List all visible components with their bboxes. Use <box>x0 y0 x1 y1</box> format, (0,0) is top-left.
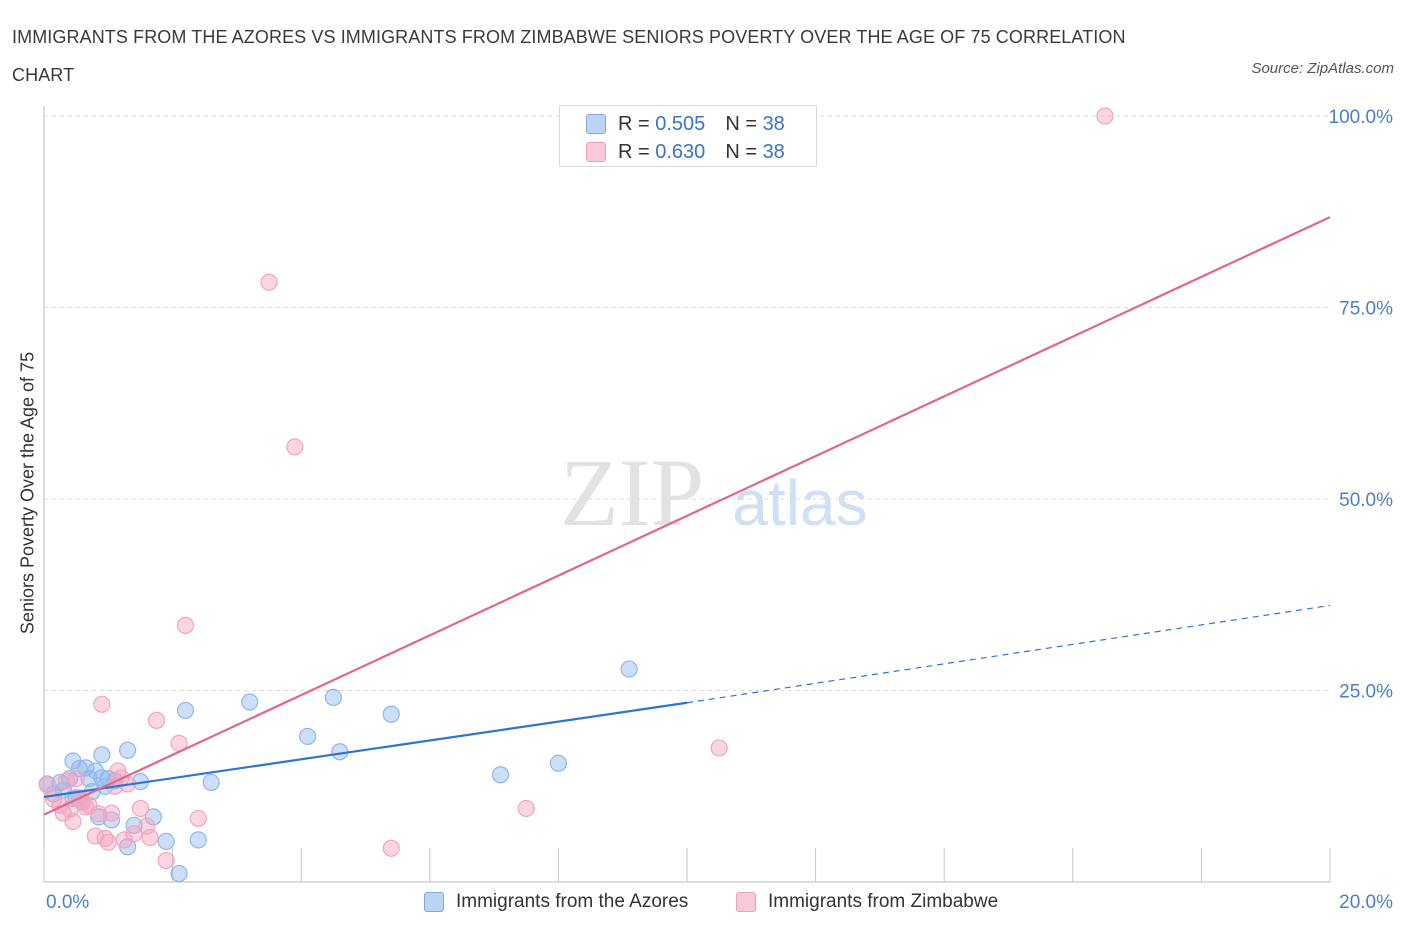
tick-labels: 25.0% 50.0% 75.0% 100.0% 0.0% 20.0% <box>46 107 1393 913</box>
azores-point-21 <box>118 741 137 759</box>
azores-point-32 <box>324 688 342 706</box>
y-tick-label-2: 75.0% <box>1339 299 1393 320</box>
zimbabwe-point-32 <box>517 799 535 818</box>
source-credit: Source: ZipAtlas.com <box>1251 60 1394 77</box>
azores-point-37 <box>620 660 638 678</box>
n-value-zimbabwe: 38 <box>762 140 785 163</box>
bottom-legend-label-zimbabwe: Immigrants from Zimbabwe <box>768 891 999 912</box>
r-value-zimbabwe: 0.630 <box>655 140 706 163</box>
azores-point-36 <box>549 754 568 772</box>
azores-point-28 <box>189 831 207 849</box>
y-tick-label-3: 100.0% <box>1329 107 1394 128</box>
zimbabwe-point-0 <box>38 776 56 794</box>
zimbabwe-point-6 <box>64 812 82 831</box>
r-label: R = <box>618 112 656 135</box>
y-axis-label: Seniors Poverty Over the Age of 75 <box>17 351 38 635</box>
zimbabwe-point-31 <box>382 839 400 857</box>
azores-point-13 <box>86 762 105 780</box>
x-tick-label-1: 20.0% <box>1339 892 1393 913</box>
azores-trend-extension <box>686 604 1331 704</box>
stats-legend-row-azores: R = 0.505 N = 38 <box>586 111 785 137</box>
zimbabwe-point-27 <box>176 616 195 634</box>
axes <box>43 106 1331 883</box>
stats-legend-row-zimbabwe: R = 0.630 N = 38 <box>586 139 785 165</box>
zimbabwe-point-20 <box>125 825 143 843</box>
azores-point-30 <box>241 693 259 711</box>
zimbabwe-point-13 <box>93 695 111 713</box>
chart-title: IMMIGRANTS FROM THE AZORES VS IMMIGRANTS… <box>12 27 1126 85</box>
r-value-azores: 0.505 <box>655 112 706 135</box>
azores-point-35 <box>491 766 510 784</box>
zimbabwe-point-12 <box>90 805 108 823</box>
zimbabwe-point-29 <box>286 438 304 456</box>
zimbabwe-point-23 <box>141 828 159 847</box>
x-tick-label-0: 0.0% <box>46 892 89 913</box>
legend-swatch-zimbabwe <box>586 142 606 162</box>
zimbabwe-point-28 <box>189 809 207 828</box>
zimbabwe-point-33 <box>710 739 728 757</box>
azores-point-34 <box>382 705 400 723</box>
trend-lines <box>43 216 1331 816</box>
watermark-zip: ZIP <box>560 439 704 546</box>
azores-point-27 <box>176 701 195 720</box>
zimbabwe-point-24 <box>147 711 166 729</box>
azores-point-25 <box>157 832 175 851</box>
n-label: N = <box>725 112 763 135</box>
zimbabwe-point-25 <box>157 851 175 870</box>
zimbabwe-point-15 <box>99 833 117 851</box>
n-label: N = <box>725 140 763 163</box>
y-tick-label-1: 50.0% <box>1339 490 1393 511</box>
azores-point-31 <box>299 727 317 746</box>
r-label: R = <box>618 140 656 163</box>
azores-point-10 <box>77 759 95 777</box>
zimbabwe-point-21 <box>131 799 150 818</box>
zimbabwe-trend-line <box>43 216 1331 816</box>
watermark-atlas: atlas <box>732 467 867 539</box>
legend-swatch-azores <box>586 114 606 134</box>
bottom-legend-zimbabwe[interactable]: Immigrants from Zimbabwe <box>736 888 998 916</box>
grid-lines <box>44 115 1330 691</box>
azores-point-16 <box>93 746 111 764</box>
watermark: ZIP atlas <box>560 439 868 546</box>
bottom-legend-swatch-zimbabwe <box>736 892 756 912</box>
azores-point-24 <box>144 808 162 826</box>
bottom-legend-swatch-azores <box>424 892 444 912</box>
stats-legend: R = 0.505 N = 38 R = 0.630 N = 38 <box>559 105 817 167</box>
bottom-legend-label-azores: Immigrants from the Azores <box>456 891 689 912</box>
zimbabwe-point-36 <box>67 769 85 788</box>
zimbabwe-point-30 <box>260 273 278 291</box>
bottom-legend-azores[interactable]: Immigrants from the Azores <box>424 888 688 916</box>
zimbabwe-point-35 <box>102 804 121 822</box>
n-value-azores: 38 <box>762 112 785 135</box>
azores-point-29 <box>202 773 220 792</box>
zimbabwe-point-37 <box>115 831 133 849</box>
zimbabwe-point-34 <box>1096 107 1114 125</box>
data-points <box>38 107 1114 883</box>
azores-trend-line <box>43 701 688 799</box>
azores-point-26 <box>170 864 188 883</box>
y-tick-label-0: 25.0% <box>1339 682 1393 703</box>
